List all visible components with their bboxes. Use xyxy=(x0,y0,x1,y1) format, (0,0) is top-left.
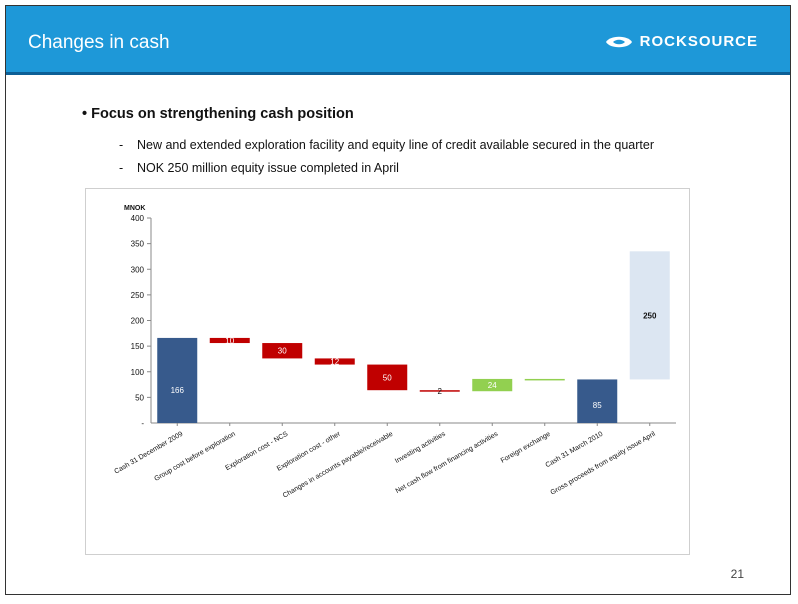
waterfall-bar xyxy=(524,378,565,381)
bar-data-label: 30 xyxy=(278,347,287,356)
main-bullet: • Focus on strengthening cash position xyxy=(82,106,354,122)
waterfall-bar xyxy=(472,378,513,392)
bar-data-label: 166 xyxy=(171,386,185,395)
y-tick-label: 200 xyxy=(131,317,145,326)
waterfall-chart-frame: MNOK 50 100 150 200 250 300 350 400-166 Cash 31 D… xyxy=(85,188,690,555)
waterfall-bar xyxy=(209,337,250,344)
main-bullet-text: Focus on strengthening cash position xyxy=(91,106,354,122)
waterfall-bar xyxy=(629,251,670,380)
y-tick-label: 50 xyxy=(135,393,144,402)
waterfall-bar xyxy=(367,364,408,391)
bar-data-label: 12 xyxy=(330,358,339,367)
bar-data-label: 85 xyxy=(593,401,602,410)
y-tick-label-zero: - xyxy=(141,419,144,428)
x-category-label: Gross proceeds from equity issue April xyxy=(549,430,657,496)
y-tick-label: 400 xyxy=(131,214,145,223)
brand-name: ROCKSOURCE xyxy=(639,33,758,50)
y-tick-label: 150 xyxy=(131,342,145,351)
bar-data-label: 50 xyxy=(383,373,392,382)
waterfall-bar xyxy=(262,343,303,359)
waterfall-bar xyxy=(157,337,198,423)
y-axis-unit-label: MNOK xyxy=(124,205,145,212)
x-category-label: Foreign exchange xyxy=(500,431,552,465)
x-category-label: Investing activities xyxy=(394,430,447,465)
bar-data-label: 10 xyxy=(225,336,234,345)
waterfall-bar xyxy=(419,390,460,392)
y-tick-label: 100 xyxy=(131,368,145,377)
y-tick-label: 300 xyxy=(131,265,145,274)
x-category-label: Changes in accounts payable/receivable xyxy=(282,431,394,500)
slide-title: Changes in cash xyxy=(28,32,170,53)
slide-header: Changes in cash ROCKSOURCE xyxy=(6,6,790,72)
sub-bullet-2: - NOK 250 million equity issue completed … xyxy=(119,161,399,175)
rocksource-logo-icon xyxy=(605,36,632,47)
slide: Changes in cash ROCKSOURCE • Focus on st… xyxy=(5,5,791,595)
y-tick-label: 250 xyxy=(131,291,145,300)
x-category-label: Net cash flow from financing activities xyxy=(395,430,500,495)
bar-data-label: 250 xyxy=(643,311,657,320)
header-divider xyxy=(6,72,790,75)
waterfall-bar xyxy=(314,358,355,365)
sub-bullet-1-text: New and extended exploration facility an… xyxy=(137,138,654,152)
y-tick-label: 350 xyxy=(131,240,145,249)
sub-bullet-2-text: NOK 250 million equity issue completed i… xyxy=(137,161,399,175)
waterfall-bar xyxy=(577,379,618,423)
bar-data-label: 24 xyxy=(488,381,497,390)
sub-bullet-1: - New and extended exploration facility a… xyxy=(119,138,654,152)
page-number: 21 xyxy=(730,567,744,581)
bar-data-label: 2 xyxy=(438,387,443,396)
rocksource-logo: ROCKSOURCE xyxy=(604,33,758,50)
